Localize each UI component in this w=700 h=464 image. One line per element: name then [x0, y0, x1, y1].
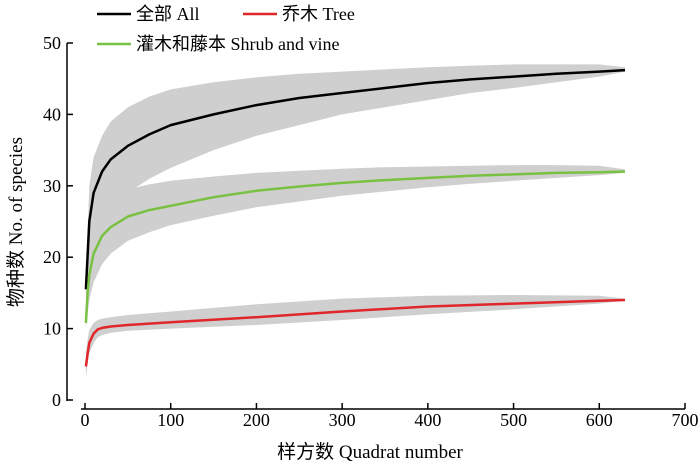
legend-label-all: 全部 All	[136, 4, 200, 24]
axes	[66, 43, 685, 410]
x-tick-label: 300	[329, 410, 356, 430]
x-tick-label: 700	[672, 410, 699, 430]
y-tick-label: 40	[43, 104, 61, 124]
x-tick-label: 400	[414, 410, 441, 430]
series-lines	[84, 68, 626, 367]
confidence-bands	[85, 64, 625, 379]
y-tick-label: 20	[43, 247, 61, 267]
band-all	[85, 64, 625, 301]
x-axis-title: 样方数 Quadrat number	[277, 441, 463, 463]
x-ticks: 0 100 200 300 400 500 600 700	[81, 403, 699, 430]
x-tick-label: 500	[500, 410, 527, 430]
band-tree	[85, 295, 625, 379]
y-axis-title: 物种数 No. of species	[5, 137, 27, 307]
y-tick-label: 0	[52, 390, 61, 410]
line-tree	[84, 298, 626, 367]
y-tick-label: 30	[43, 176, 61, 196]
x-tick-label: 200	[243, 410, 270, 430]
legend-label-tree: 乔木 Tree	[282, 4, 355, 24]
x-tick-label: 600	[586, 410, 613, 430]
y-tick-label: 10	[43, 319, 61, 339]
legend: 全部 All 乔木 Tree 灌木和藤本 Shrub and vine	[97, 4, 355, 54]
line-shrub-vine	[84, 170, 626, 323]
line-all	[84, 68, 626, 290]
y-ticks: 0 10 20 30 40 50	[43, 33, 73, 410]
x-tick-label: 0	[81, 410, 90, 430]
band-shrub-vine	[85, 165, 625, 329]
y-tick-label: 50	[43, 33, 61, 53]
x-tick-label: 100	[157, 410, 184, 430]
legend-label-shrub: 灌木和藤本 Shrub and vine	[136, 34, 339, 54]
